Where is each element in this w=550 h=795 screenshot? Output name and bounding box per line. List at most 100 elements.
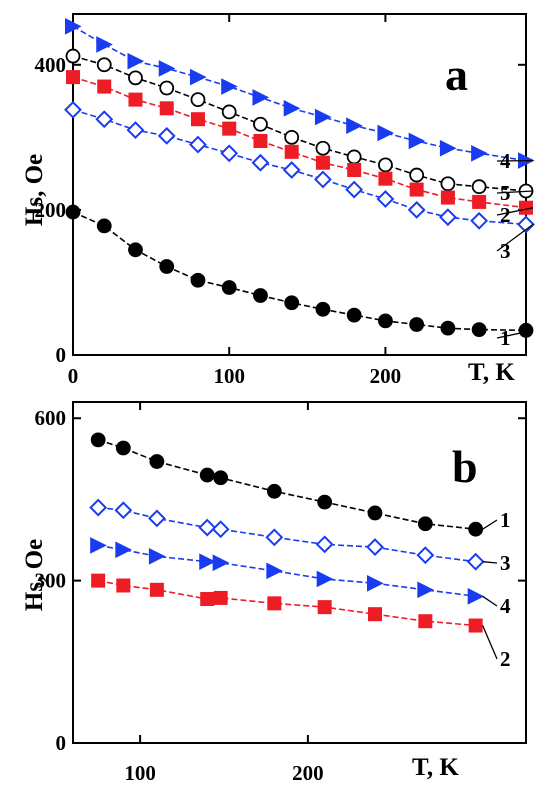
series-1-point [417, 516, 433, 532]
panel-a-ylabel: Hs, Oe [21, 154, 48, 226]
series-5-point [96, 57, 112, 73]
series-3-point [376, 190, 395, 208]
series-2-point [440, 190, 455, 205]
series-2-point [468, 618, 483, 633]
series-5 [65, 48, 534, 199]
series-1-leader [496, 329, 534, 339]
series-5-point [128, 70, 143, 86]
series-4-point [316, 570, 334, 588]
y-tick-label: 200 [35, 198, 67, 222]
series-2-leader [482, 625, 498, 660]
series-1-point [468, 521, 484, 537]
series-1-point [96, 218, 112, 234]
series-2-point [116, 578, 131, 593]
series-3-leader [482, 561, 498, 564]
series-5-point [190, 92, 206, 108]
series-1-point [266, 483, 282, 499]
series-4-point [314, 108, 332, 126]
panel-a-y-ticks: 0 200 400 [35, 53, 526, 367]
series-1-point [317, 494, 333, 510]
series-1-point [128, 242, 143, 258]
series-2-point [347, 162, 362, 177]
series-4-point [65, 18, 82, 35]
series-2-point [91, 573, 106, 588]
series-5-point [471, 179, 487, 195]
series-3-point [366, 538, 384, 556]
x-tick-label: 200 [292, 761, 324, 785]
series-4-point [212, 554, 230, 572]
series-2-label: 2 [500, 647, 511, 671]
series-2-point [418, 614, 433, 629]
series-5-point [346, 149, 362, 165]
series-2-point [284, 144, 299, 159]
y-tick-label: 600 [35, 406, 67, 430]
series-1 [65, 204, 534, 338]
y-tick-label: 400 [35, 53, 67, 77]
series-1-label: 1 [500, 508, 511, 532]
series-1-point [253, 288, 268, 303]
series-4-point [148, 547, 166, 565]
series-3-point [251, 153, 270, 172]
panel-b-x-ticks: 100 200 [124, 402, 324, 785]
panel-a: a T, K Hs, Oe 0 100 200 0 200 400 4 52 3 1 [21, 14, 535, 388]
series-2 [91, 573, 483, 633]
series-5-point [440, 176, 456, 192]
x-tick-label: 100 [124, 761, 156, 785]
series-3-point [126, 121, 145, 139]
series-3-label: 3 [500, 551, 511, 575]
series-3-point [466, 552, 485, 571]
series-1-point [213, 470, 229, 486]
series-5-leader [496, 190, 534, 194]
y-tick-label: 0 [56, 343, 67, 367]
series-4-point [283, 100, 301, 117]
series-3-point [89, 498, 108, 517]
series-3-point [282, 161, 301, 179]
series-3 [64, 100, 535, 234]
series-1-point [315, 301, 331, 317]
series-4-point [417, 581, 434, 599]
series-1-point [221, 280, 237, 295]
panel-b-y-ticks: 0 300 600 [35, 406, 526, 755]
series-4-point [408, 132, 426, 150]
series-5-label: 5 [500, 181, 511, 205]
series-3-point [147, 509, 166, 528]
series-2-point [317, 600, 332, 615]
series-2-leader [496, 207, 534, 216]
series-5-point [221, 104, 237, 120]
series-4-point [90, 537, 107, 554]
y-tick-label: 300 [35, 569, 67, 593]
series-3 [89, 498, 485, 571]
series-5-point [378, 157, 393, 173]
series-1-point [440, 320, 456, 336]
series-3-point [211, 520, 230, 539]
x-tick-label: 200 [370, 364, 402, 388]
series-3-label: 3 [500, 239, 511, 263]
series-4-label: 4 [500, 149, 511, 173]
series-3-point [438, 208, 457, 227]
series-3-point [407, 200, 426, 219]
series-3-point [220, 144, 239, 163]
series-2-point [253, 133, 268, 148]
series-3-point [64, 100, 82, 119]
series-1-line [72, 211, 527, 332]
series-4-point [115, 541, 132, 559]
series-4-point [266, 562, 283, 580]
panel-a-series [64, 18, 535, 338]
series-2-point [378, 171, 393, 186]
series-1-line [97, 439, 476, 530]
panel-a-xlabel: T, K [468, 359, 515, 386]
series-3-point [189, 135, 207, 154]
x-tick-label: 0 [68, 364, 79, 388]
series-4-point [158, 60, 176, 77]
panel-a-label: a [445, 49, 468, 100]
panel-a-series-labels: 4 52 3 1 [496, 149, 534, 350]
series-2-point [200, 592, 215, 607]
series-3-point [198, 518, 217, 537]
series-1-point [471, 322, 487, 338]
series-4-point [221, 78, 238, 95]
series-2-point [409, 182, 424, 197]
series-2-point [128, 92, 143, 107]
series-3-point [95, 110, 114, 129]
series-3-point [345, 180, 364, 199]
